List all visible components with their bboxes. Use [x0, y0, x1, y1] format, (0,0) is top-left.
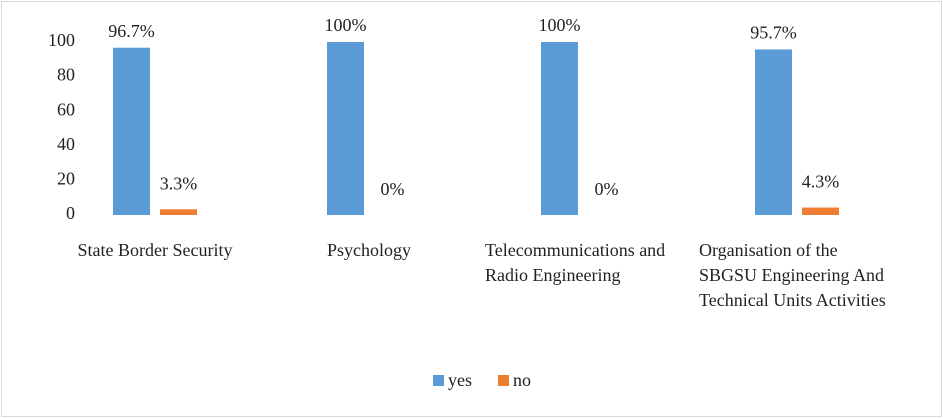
x-tick-label: State Border Security [77, 240, 233, 260]
x-tick-label-box: State Border Security [48, 238, 262, 263]
x-tick-label: Telecommunications and Radio Engineering [485, 240, 666, 285]
x-tick-label: Organisation of the SBGSU Engineering An… [699, 240, 886, 310]
data-label: 96.7% [108, 21, 155, 41]
legend-swatch [433, 375, 444, 386]
y-tick-label: 100 [48, 30, 75, 50]
bar [327, 42, 364, 215]
y-tick-label: 0 [66, 203, 75, 223]
bar [113, 47, 150, 215]
x-tick-label-box: Telecommunications and Radio Engineering [476, 238, 690, 288]
bar [160, 209, 197, 215]
x-tick-label-box: Organisation of the SBGSU Engineering An… [690, 238, 904, 313]
legend-label: no [513, 370, 531, 390]
legend-swatch [498, 375, 509, 386]
x-tick-label-box: Psychology [262, 238, 476, 263]
data-label: 0% [381, 179, 405, 199]
bar [755, 49, 792, 216]
data-label: 0% [595, 179, 619, 199]
bar [802, 207, 839, 215]
data-label: 95.7% [750, 23, 797, 43]
x-tick-label: Psychology [326, 240, 411, 260]
y-tick-label: 80 [57, 65, 75, 85]
data-label: 100% [325, 15, 367, 35]
bar [541, 42, 578, 215]
y-tick-label: 60 [57, 99, 75, 119]
data-label: 4.3% [802, 172, 840, 192]
y-tick-label: 40 [57, 134, 75, 154]
legend-label: yes [448, 370, 472, 390]
data-label: 100% [539, 15, 581, 35]
data-label: 3.3% [160, 173, 198, 193]
y-tick-label: 20 [57, 169, 75, 189]
